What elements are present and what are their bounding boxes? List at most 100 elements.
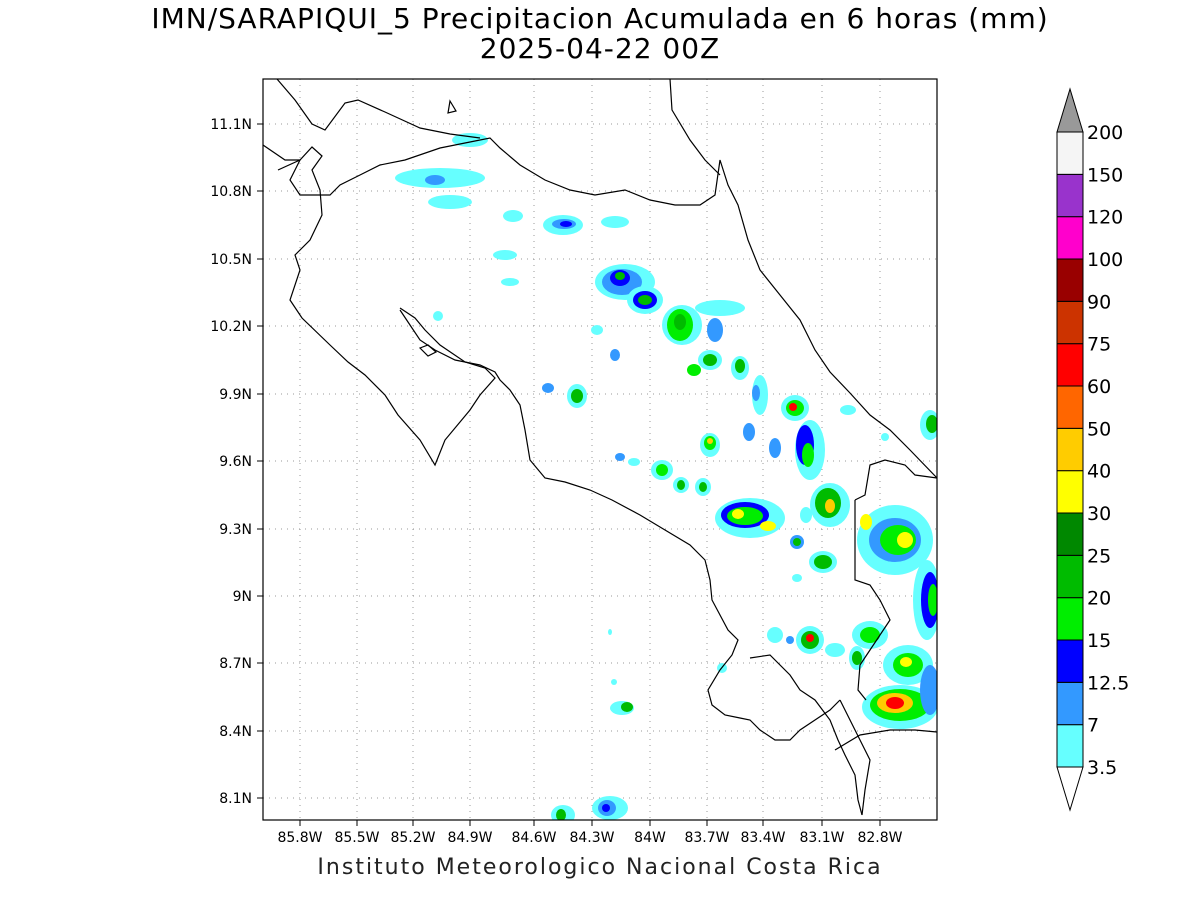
colorbar-label: 90 (1087, 291, 1111, 313)
colorbar-label: 20 (1087, 588, 1111, 610)
rain-cell (886, 697, 904, 709)
colorbar-label: 40 (1087, 461, 1111, 483)
rain-cell (707, 438, 713, 444)
x-tick-label: 83.1W (799, 830, 844, 846)
colorbar-label: 3.5 (1087, 757, 1117, 779)
colorbar-segment (1056, 131, 1084, 175)
rain-cell (674, 314, 686, 330)
colorbar-segment (1056, 300, 1084, 345)
rain-cell (881, 433, 889, 441)
colorbar-segment (1056, 597, 1084, 641)
rain-cell (602, 804, 610, 812)
caribbean-coast (277, 137, 937, 479)
rain-cell (428, 195, 472, 209)
y-tick-label: 9.3N (219, 522, 252, 538)
rain-cell (677, 480, 685, 490)
rain-cell (926, 415, 937, 433)
rain-cell (769, 438, 781, 458)
rain-cell (760, 521, 776, 531)
colorbar-label: 12.5 (1087, 672, 1129, 694)
rain-cell (628, 458, 640, 466)
colorbar-segment (1056, 385, 1084, 429)
plot-frame (262, 78, 938, 821)
rain-cell (825, 643, 845, 657)
rain-cell (752, 385, 760, 401)
x-tick-label: 85.2W (390, 830, 435, 846)
footer-credit: Instituto Meteorologico Nacional Costa R… (317, 855, 883, 880)
colorbar-segment (1056, 470, 1084, 514)
island-outline (447, 99, 457, 114)
rain-cell (793, 538, 801, 546)
map-subtitle-date: 2025-04-22 00Z (479, 32, 721, 65)
colorbar-label: 50 (1087, 418, 1111, 440)
rain-cell (610, 349, 620, 361)
colorbar-label: 150 (1087, 164, 1123, 186)
colorbar-segment (1056, 173, 1084, 218)
rain-cell (928, 584, 937, 616)
rain-cell (897, 532, 913, 548)
rain-cell (608, 629, 612, 635)
rain-cell (860, 627, 880, 643)
rain-cell (852, 651, 862, 665)
rain-cell (611, 679, 617, 685)
rain-cell (571, 389, 583, 403)
rain-cell (825, 499, 835, 513)
rain-cell (601, 216, 629, 228)
colorbar-label: 30 (1087, 503, 1111, 525)
rain-cell (727, 507, 763, 525)
rain-cell (806, 634, 814, 642)
rain-cell (920, 665, 937, 715)
rain-cell (840, 405, 856, 415)
rain-cell (792, 574, 802, 582)
rain-cell (786, 636, 794, 644)
rain-cell (789, 403, 797, 411)
rain-cell (615, 272, 625, 280)
colorbar-label: 7 (1087, 715, 1099, 737)
rain-cell (814, 555, 832, 569)
y-axis-labels: 11.1N 10.8N 10.5N 10.2N 9.9N 9.6N 9.3N 9… (210, 117, 252, 807)
rain-cell (433, 311, 443, 321)
grid-lines (263, 79, 937, 820)
x-tick-label: 83.7W (684, 830, 729, 846)
rain-cell (703, 354, 717, 366)
colorbar-segment (1056, 639, 1084, 683)
map-title: IMN/SARAPIQUI_5 Precipitacion Acumulada … (151, 2, 1049, 35)
colorbar-segment (1056, 216, 1084, 260)
rain-cell (687, 364, 701, 376)
rain-cell (743, 423, 755, 441)
y-tick-label: 10.2N (210, 319, 252, 335)
rain-cell (503, 210, 523, 222)
y-tick-label: 9.6N (219, 454, 252, 470)
colorbar-label: 25 (1087, 545, 1111, 567)
x-axis-labels: 85.8W 85.5W 85.2W 84.9W 84.6W 84.3W 84W … (277, 830, 902, 846)
colorbar-segment (1056, 554, 1084, 599)
coastlines-borders (263, 79, 937, 816)
x-tick-label: 84.3W (569, 830, 614, 846)
rain-cell (707, 318, 723, 342)
rain-cell (501, 278, 519, 286)
colorbar-min-arrow (1056, 766, 1084, 812)
rain-cell (560, 221, 572, 227)
colorbar-segment (1056, 427, 1084, 472)
rain-cell (695, 300, 745, 316)
y-tick-label: 11.1N (210, 117, 252, 133)
coastline (834, 729, 937, 751)
rain-cell (638, 295, 652, 305)
precipitation-field (395, 133, 937, 820)
rain-cell (621, 702, 633, 712)
colorbar-label: 100 (1087, 249, 1123, 271)
plot-area (263, 79, 937, 820)
rain-cell (699, 482, 707, 492)
pacific-coast (263, 144, 496, 467)
y-tick-label: 10.5N (210, 252, 252, 268)
river-border (669, 79, 721, 176)
colorbar-segment (1056, 343, 1084, 387)
rain-cell (542, 383, 554, 393)
colorbar-segment (1056, 512, 1084, 556)
coastline (276, 79, 481, 139)
rain-cell (900, 657, 912, 667)
y-tick-label: 9N (233, 589, 252, 605)
y-tick-label: 8.1N (219, 791, 252, 807)
y-tick-label: 8.4N (219, 724, 252, 740)
